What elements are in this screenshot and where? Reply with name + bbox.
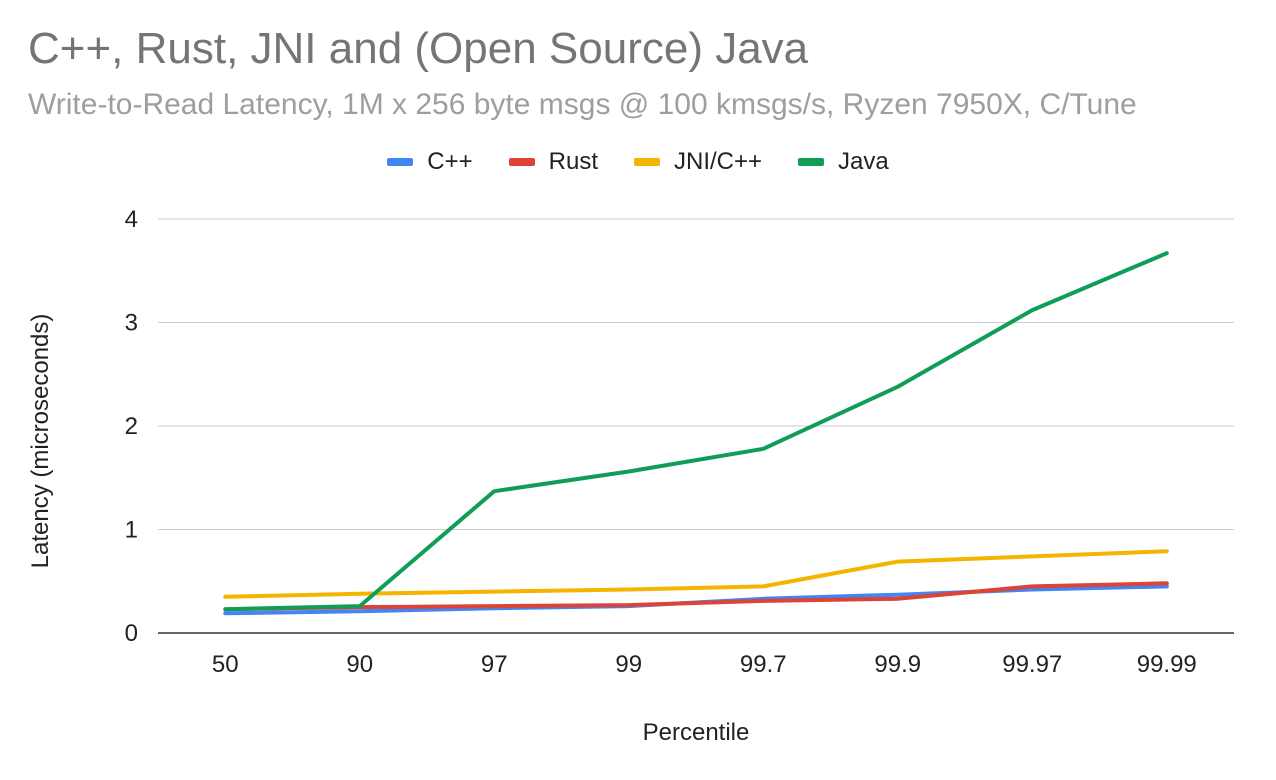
x-tick-label: 99.99 bbox=[1137, 651, 1197, 678]
x-tick-label: 50 bbox=[212, 651, 239, 678]
legend-label-cpp: C++ bbox=[427, 148, 473, 175]
y-tick-label: 0 bbox=[125, 620, 138, 647]
chart-subtitle: Write-to-Read Latency, 1M x 256 byte msg… bbox=[28, 88, 1137, 121]
legend-item-jni: JNI/C++ bbox=[634, 148, 762, 176]
x-tick-label: 99.9 bbox=[874, 651, 921, 678]
x-tick-label: 99.7 bbox=[740, 651, 787, 678]
legend-label-java: Java bbox=[838, 148, 889, 175]
chart-title: C++, Rust, JNI and (Open Source) Java bbox=[28, 24, 809, 73]
legend-item-cpp: C++ bbox=[387, 148, 473, 176]
series-line-rust bbox=[223, 581, 1169, 612]
x-tick-label: 99 bbox=[615, 651, 642, 678]
y-axis-title: Latency (microseconds) bbox=[27, 314, 54, 569]
x-tick-label: 97 bbox=[481, 651, 508, 678]
x-tick-label: 90 bbox=[346, 651, 373, 678]
series-line-jni-c bbox=[223, 549, 1169, 599]
y-tick-label: 2 bbox=[125, 413, 138, 440]
legend-item-java: Java bbox=[798, 148, 889, 176]
series-line-java bbox=[223, 251, 1169, 612]
legend-label-rust: Rust bbox=[548, 148, 598, 175]
y-tick-label: 3 bbox=[125, 310, 138, 337]
y-tick-label: 4 bbox=[125, 206, 138, 233]
legend-item-rust: Rust bbox=[508, 148, 598, 176]
legend-swatch-jni bbox=[634, 158, 660, 166]
x-axis-title: Percentile bbox=[643, 719, 750, 746]
legend-swatch-java bbox=[798, 158, 825, 166]
legend-label-jni: JNI/C++ bbox=[674, 148, 763, 175]
legend-swatch-rust bbox=[508, 158, 535, 166]
legend: C++ Rust JNI/C++ Java bbox=[0, 148, 1276, 176]
y-tick-label: 1 bbox=[125, 517, 138, 544]
x-tick-label: 99.97 bbox=[1002, 651, 1062, 678]
legend-swatch-cpp bbox=[387, 158, 414, 166]
